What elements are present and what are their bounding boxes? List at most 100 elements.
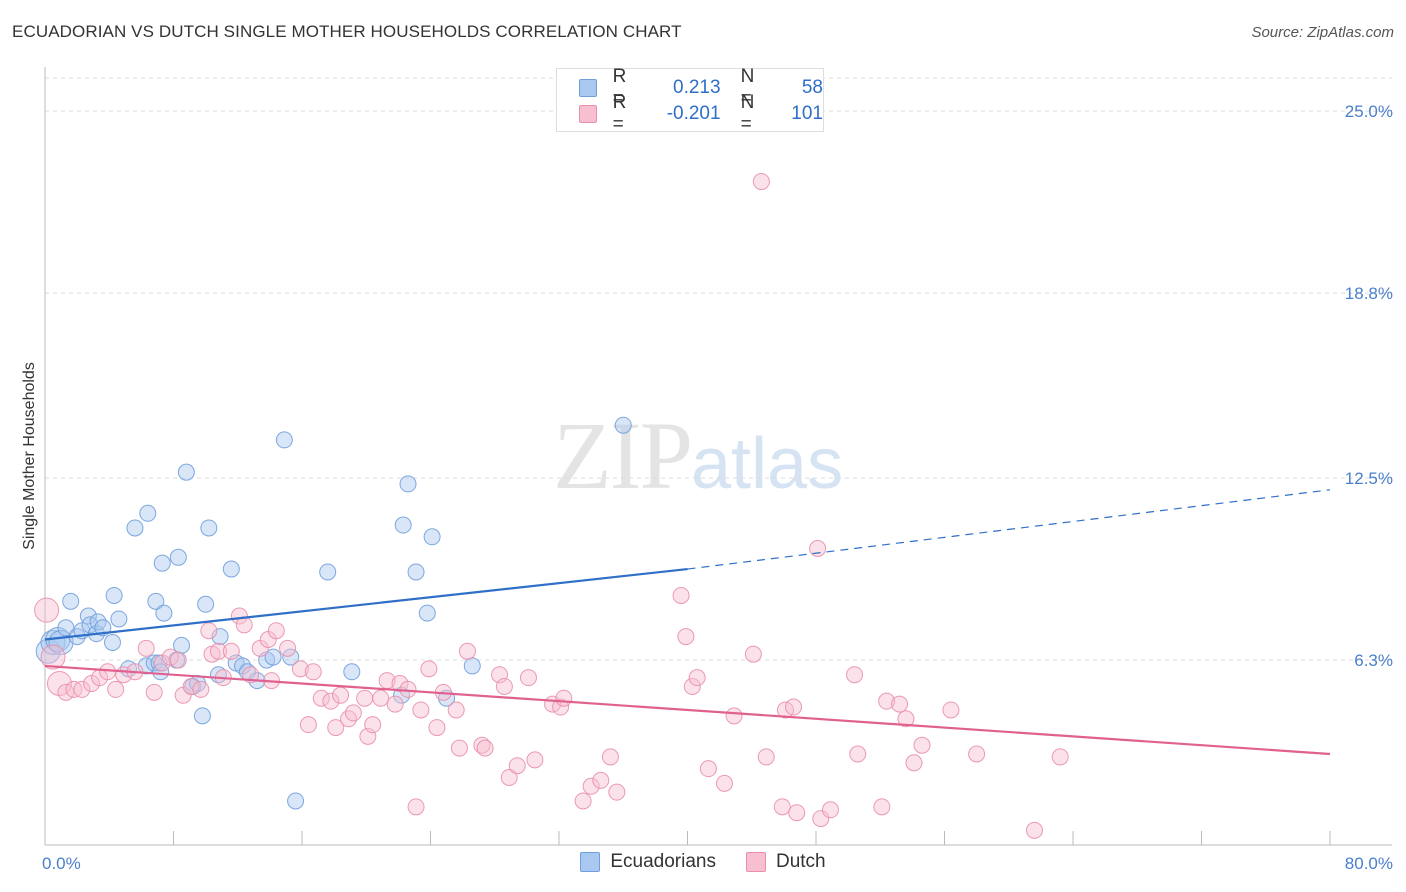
stats-legend-row-dutch: R = -0.201 N = 101 [579,92,823,135]
point-dutch-80 [725,707,743,725]
n-value-dutch: 101 [791,103,823,124]
series-legend: Ecuadorians Dutch [0,851,1406,873]
legend-swatch-ecuadorians [580,852,601,872]
point-dutch-55 [447,701,465,719]
stats-legend-row-ecuadorians: R = 0.213 N = 58 [579,66,823,109]
point-ecuadorians-1 [40,629,66,655]
legend-item-ecuadorians[interactable]: Ecuadorians [580,851,716,873]
point-dutch-35 [304,663,322,681]
point-dutch-67 [552,698,570,716]
y-tick-label-0: 6.3% [1354,651,1393,670]
point-dutch-39 [332,686,350,704]
legend-swatch-dutch [745,852,766,872]
point-ecuadorians-36 [211,628,229,646]
point-dutch-52 [420,660,438,678]
point-dutch-72 [601,748,619,766]
point-dutch-84 [773,798,791,816]
point-dutch-61 [495,677,513,695]
watermark: ZIPatlas [553,400,843,511]
point-ecuadorians-34 [200,519,218,537]
point-ecuadorians-24 [155,604,173,622]
point-dutch-79 [715,774,733,792]
point-dutch-75 [677,628,695,646]
point-ecuadorians-26 [153,554,171,572]
point-ecuadorians-50 [394,516,412,534]
point-ecuadorians-46 [287,792,305,810]
n-value-ecuadorians: 58 [801,77,823,98]
point-ecuadorians-27 [169,548,187,566]
point-dutch-97 [905,754,923,772]
point-dutch-94 [878,692,896,710]
point-dutch-88 [809,540,827,558]
point-dutch-57 [458,642,476,660]
point-ecuadorians-15 [110,610,128,628]
point-ecuadorians-13 [103,633,121,651]
point-dutch-20 [200,622,218,640]
point-dutch-32 [279,639,297,657]
point-ecuadorians-56 [463,657,481,675]
point-dutch-99 [942,701,960,719]
point-dutch-31 [267,622,285,640]
point-dutch-73 [608,783,626,801]
r-value-dutch: -0.201 [666,103,721,124]
point-ecuadorians-32 [193,707,211,725]
point-dutch-0 [34,597,60,623]
point-dutch-89 [812,810,830,828]
point-dutch-36 [312,689,330,707]
point-ecuadorians-4 [57,619,75,637]
legend-item-dutch[interactable]: Dutch [745,851,826,873]
point-dutch-51 [412,701,430,719]
stats-legend: R = 0.213 N = 58 R = -0.201 N = 101 [556,66,824,135]
n-label: N = [740,92,755,135]
point-dutch-93 [873,798,891,816]
point-ecuadorians-33 [197,595,215,613]
point-dutch-24 [222,642,240,660]
point-ecuadorians-52 [407,563,425,581]
point-dutch-102 [1051,748,1069,766]
point-dutch-33 [291,660,309,678]
point-dutch-78 [699,760,717,778]
chart-title: ECUADORIAN VS DUTCH SINGLE MOTHER HOUSEH… [12,22,682,41]
point-dutch-71 [592,771,610,789]
point-dutch-38 [327,719,345,737]
r-label: R = [612,66,627,109]
point-dutch-53 [428,719,446,737]
point-ecuadorians-29 [177,463,195,481]
point-dutch-83 [757,748,775,766]
point-dutch-56 [450,739,468,757]
point-dutch-64 [519,669,537,687]
point-ecuadorians-48 [343,663,361,681]
y-tick-label-2: 18.8% [1345,284,1393,303]
point-dutch-87 [788,804,806,822]
point-dutch-8 [99,663,117,681]
point-dutch-82 [752,173,770,191]
trendline-ecuadorians [44,567,688,641]
point-dutch-101 [1025,821,1043,839]
point-dutch-76 [683,677,701,695]
point-dutch-41 [344,704,362,722]
point-dutch-65 [526,751,544,769]
point-dutch-59 [476,739,494,757]
point-dutch-50 [407,798,425,816]
legend-swatch-ecuadorians [579,79,597,97]
y-tick-label-3: 25.0% [1345,102,1393,121]
point-dutch-74 [672,586,690,604]
point-ecuadorians-53 [418,604,436,622]
point-dutch-62 [500,768,518,786]
point-dutch-37 [322,692,340,710]
point-dutch-68 [555,689,573,707]
point-dutch-58 [473,736,491,754]
legend-label-ecuadorians: Ecuadorians [610,851,716,872]
point-dutch-16 [169,651,187,669]
point-ecuadorians-22 [147,592,165,610]
point-dutch-18 [182,677,200,695]
point-dutch-100 [968,745,986,763]
point-dutch-34 [299,716,317,734]
point-dutch-9 [107,680,125,698]
point-dutch-44 [364,716,382,734]
r-value-ecuadorians: 0.213 [673,77,721,98]
point-dutch-5 [73,680,91,698]
legend-label-dutch: Dutch [775,851,826,872]
point-dutch-90 [821,801,839,819]
